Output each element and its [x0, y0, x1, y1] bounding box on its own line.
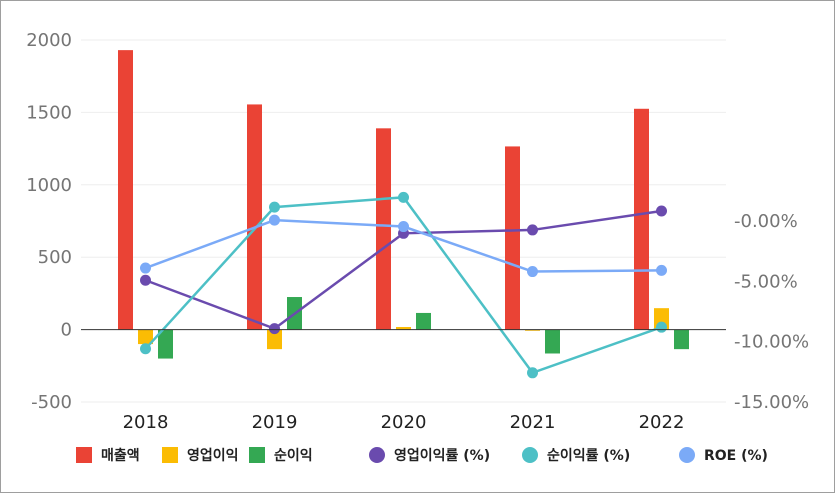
legend-label: 영업이익률 (%) — [394, 447, 490, 464]
legend-label: 영업이익 — [187, 447, 239, 464]
point-ROE (%) — [140, 262, 151, 274]
point-영업이익률 (%) — [527, 224, 538, 236]
bar-매출액 — [376, 128, 391, 330]
bar-순이익 — [416, 312, 431, 330]
bar-매출액 — [118, 50, 133, 330]
legend-swatch — [162, 447, 178, 463]
bar-순이익 — [545, 329, 560, 354]
bar-순이익 — [158, 329, 173, 359]
y-tick-label-right: -0.00% — [734, 211, 798, 232]
bar-영업이익 — [267, 329, 282, 350]
legend: 매출액 영업이익 순이익 영업이익률 (%) 순이익률 (%) ROE (%) — [76, 447, 768, 464]
legend-label: 매출액 — [101, 447, 140, 464]
legend-item: ROE (%) — [679, 447, 768, 464]
point-ROE (%) — [269, 214, 280, 226]
axis-layer: 2000 1500 1000 500 0 -500 -0.00% -5.00% -10.00% -… — [26, 30, 809, 433]
x-tick-label: 2022 — [639, 412, 685, 433]
x-tick-label: 2021 — [510, 412, 556, 433]
bar-영업이익 — [525, 329, 540, 331]
y-tick-label-left: 500 — [38, 247, 72, 268]
legend-marker — [369, 447, 385, 463]
legend-item: 영업이익률 (%) — [369, 447, 490, 464]
point-순이익률 (%) — [269, 201, 280, 213]
point-ROE (%) — [398, 221, 409, 233]
point-순이익률 (%) — [398, 191, 409, 203]
point-영업이익률 (%) — [140, 274, 151, 286]
bar-영업이익 — [138, 329, 153, 345]
legend-label: 순이익 — [274, 447, 313, 464]
legend-label: ROE (%) — [704, 448, 768, 464]
grid-layer — [81, 39, 726, 403]
y-tick-label-left: 1000 — [26, 175, 72, 196]
legend-item: 영업이익 — [162, 447, 239, 464]
point-ROE (%) — [527, 266, 538, 278]
y-tick-label-left: -500 — [31, 392, 72, 413]
x-tick-label: 2019 — [252, 412, 298, 433]
bar-영업이익 — [396, 326, 411, 330]
bar-순이익 — [674, 329, 689, 350]
legend-item: 매출액 — [76, 447, 140, 464]
x-tick-label: 2020 — [381, 412, 427, 433]
bar-매출액 — [505, 146, 520, 330]
y-tick-label-left: 1500 — [26, 102, 72, 123]
point-ROE (%) — [656, 264, 667, 276]
legend-marker — [679, 447, 695, 463]
legend-item: 순이익 — [249, 447, 313, 464]
bar-layer — [118, 50, 689, 359]
legend-marker — [522, 447, 538, 463]
bar-매출액 — [634, 108, 649, 330]
legend-label: 순이익률 (%) — [547, 447, 630, 464]
bar-매출액 — [247, 104, 262, 330]
x-tick-label: 2018 — [123, 412, 169, 433]
point-영업이익률 (%) — [656, 205, 667, 217]
line-layer — [140, 191, 667, 379]
legend-item: 순이익률 (%) — [522, 447, 630, 464]
point-순이익률 (%) — [140, 343, 151, 355]
y-tick-label-right: -15.00% — [734, 392, 809, 413]
point-영업이익률 (%) — [269, 323, 280, 335]
legend-swatch — [76, 447, 92, 463]
y-tick-label-left: 2000 — [26, 30, 72, 51]
y-tick-label-left: 0 — [61, 320, 72, 341]
point-순이익률 (%) — [527, 367, 538, 379]
y-tick-label-right: -10.00% — [734, 332, 809, 353]
y-tick-label-right: -5.00% — [734, 271, 798, 292]
legend-swatch — [249, 447, 265, 463]
point-순이익률 (%) — [656, 321, 667, 333]
